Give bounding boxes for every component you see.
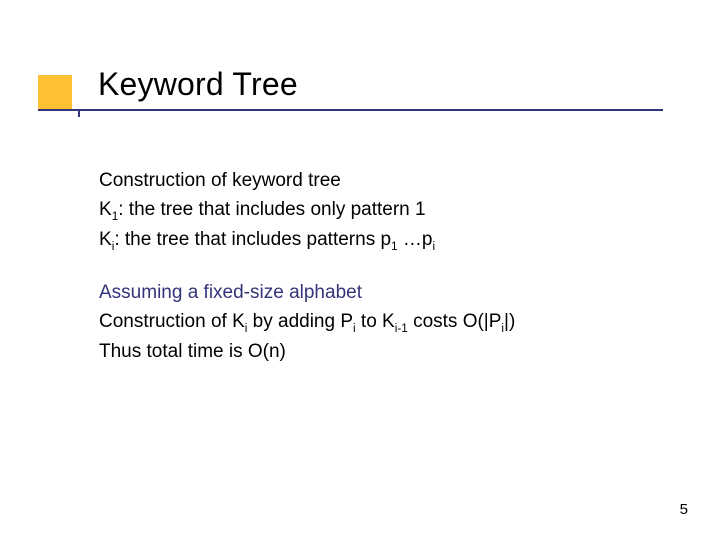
slide: Keyword Tree Construction of keyword tre…	[0, 0, 720, 540]
text: K	[99, 229, 112, 250]
assumption-line: Assuming a fixed-size alphabet	[99, 278, 515, 307]
text: |)	[504, 311, 515, 332]
title-underline	[38, 109, 663, 111]
accent-square	[38, 75, 72, 109]
body-line: Ki: the tree that includes patterns p1 ……	[99, 225, 435, 254]
text: costs O(|P	[408, 311, 502, 332]
page-number: 5	[680, 501, 688, 518]
text: …p	[398, 229, 433, 250]
text: Construction of K	[99, 311, 245, 332]
slide-header: Keyword Tree	[0, 75, 720, 125]
body-block-construction: Construction of keyword tree K1: the tre…	[99, 166, 435, 254]
text: : the tree that includes patterns p	[114, 229, 391, 250]
body-line: Construction of keyword tree	[99, 166, 435, 195]
text: : the tree that includes only pattern 1	[118, 199, 425, 220]
body-line: K1: the tree that includes only pattern …	[99, 195, 435, 224]
body-line: Thus total time is O(n)	[99, 337, 515, 366]
body-line: Construction of Ki by adding Pi to Ki-1 …	[99, 307, 515, 336]
subscript: i-1	[395, 322, 408, 335]
subscript: i	[432, 240, 435, 253]
title-tick	[78, 109, 80, 117]
slide-title: Keyword Tree	[98, 66, 298, 103]
text: by adding P	[247, 311, 353, 332]
text: K	[99, 199, 112, 220]
text: to K	[356, 311, 395, 332]
body-block-assumption: Assuming a fixed-size alphabet Construct…	[99, 278, 515, 366]
